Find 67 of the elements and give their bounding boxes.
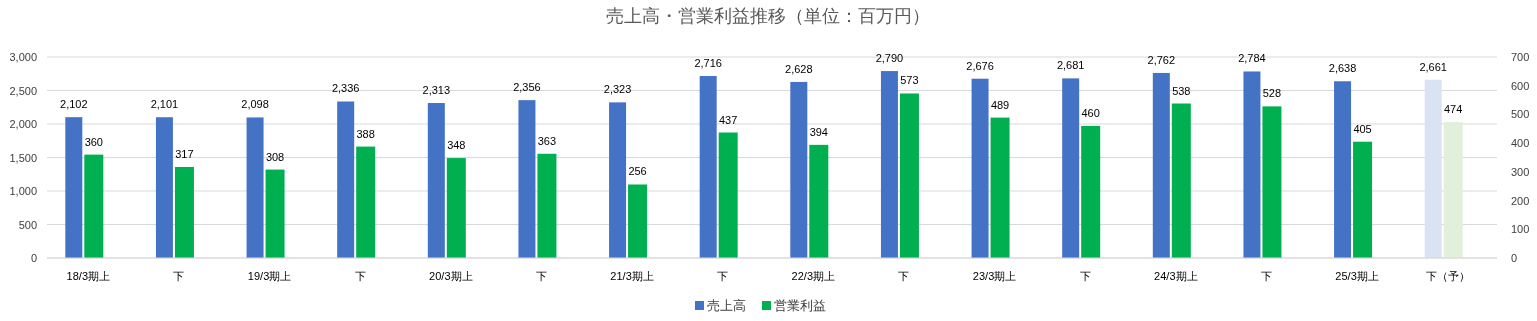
- data-label: 474: [1444, 102, 1463, 115]
- data-label: 2,101: [150, 98, 179, 111]
- x-tick-label: 21/3期上: [610, 270, 654, 282]
- data-label: 2,336: [331, 82, 360, 95]
- data-label: 573: [900, 74, 919, 87]
- y-tick-label: 1,500: [9, 151, 37, 164]
- x-tick-label: 下: [173, 270, 185, 282]
- y2-tick-label: 200: [1511, 194, 1530, 207]
- x-tick-label: 下（予）: [1425, 270, 1470, 282]
- data-label: 256: [628, 165, 647, 178]
- x-tick-label: 24/3期上: [1154, 270, 1198, 282]
- y-tick-label: 2,500: [9, 84, 37, 97]
- data-label: 2,628: [785, 62, 813, 75]
- data-label: 388: [356, 127, 375, 140]
- data-label: 2,638: [1328, 62, 1357, 75]
- data-label: 363: [537, 134, 557, 147]
- data-label: 348: [447, 139, 466, 152]
- data-label: 2,762: [1147, 53, 1176, 66]
- x-tick-label: 下: [898, 270, 910, 282]
- x-tick-label: 下: [717, 270, 729, 282]
- x-tick-label: 下: [1079, 270, 1091, 282]
- data-label: 2,661: [1419, 60, 1447, 73]
- bar: [609, 102, 627, 258]
- x-tick-label: 22/3期上: [791, 270, 836, 282]
- x-tick-label: 下: [1260, 270, 1272, 282]
- y-tick-label: 2,000: [9, 118, 37, 130]
- x-tick-label: 20/3期上: [429, 270, 473, 282]
- x-tick-label: 19/3期上: [247, 270, 292, 282]
- data-label: 2,681: [1056, 59, 1085, 72]
- data-label: 2,676: [966, 59, 994, 72]
- y2-tick-label: 0: [1511, 252, 1518, 264]
- data-label: 394: [809, 125, 828, 138]
- y-tick-label: 3,000: [9, 51, 37, 63]
- data-label: 2,313: [422, 84, 451, 97]
- x-tick-label: 23/3期上: [972, 270, 1017, 282]
- x-tick-label: 25/3期上: [1335, 270, 1379, 282]
- legend-label: 売上高: [707, 298, 746, 313]
- y2-tick-label: 300: [1511, 165, 1530, 178]
- data-label: 2,784: [1238, 52, 1266, 65]
- x-tick-label: 下: [354, 270, 366, 282]
- data-label: 460: [1081, 106, 1100, 119]
- y2-tick-label: 600: [1511, 79, 1530, 92]
- data-label: 317: [175, 147, 194, 160]
- y2-tick-label: 500: [1511, 108, 1530, 121]
- y2-tick-label: 700: [1511, 51, 1530, 63]
- data-label: 2,716: [694, 57, 722, 70]
- y-tick-label: 1,000: [9, 185, 37, 197]
- x-tick-label: 下: [535, 270, 547, 282]
- data-label: 2,790: [875, 52, 904, 65]
- data-label: 308: [265, 150, 285, 163]
- data-label: 2,323: [603, 83, 632, 96]
- legend-label: 営業利益: [774, 298, 826, 313]
- data-label: 489: [990, 98, 1010, 111]
- y2-tick-label: 400: [1511, 137, 1530, 150]
- data-label: 360: [84, 135, 103, 148]
- y-tick-label: 500: [18, 218, 37, 231]
- data-label: 528: [1262, 87, 1282, 100]
- data-label: 2,356: [513, 81, 541, 94]
- data-label: 2,098: [241, 98, 269, 111]
- chart-title: 売上高・営業利益推移（単位：百万円）: [606, 6, 930, 26]
- data-label: 2,102: [60, 98, 88, 111]
- data-label: 437: [719, 113, 738, 126]
- data-label: 538: [1172, 84, 1191, 97]
- x-tick-label: 18/3期上: [66, 270, 111, 282]
- data-label: 405: [1353, 122, 1372, 135]
- y2-tick-label: 100: [1511, 223, 1530, 236]
- y-tick-label: 0: [30, 252, 37, 264]
